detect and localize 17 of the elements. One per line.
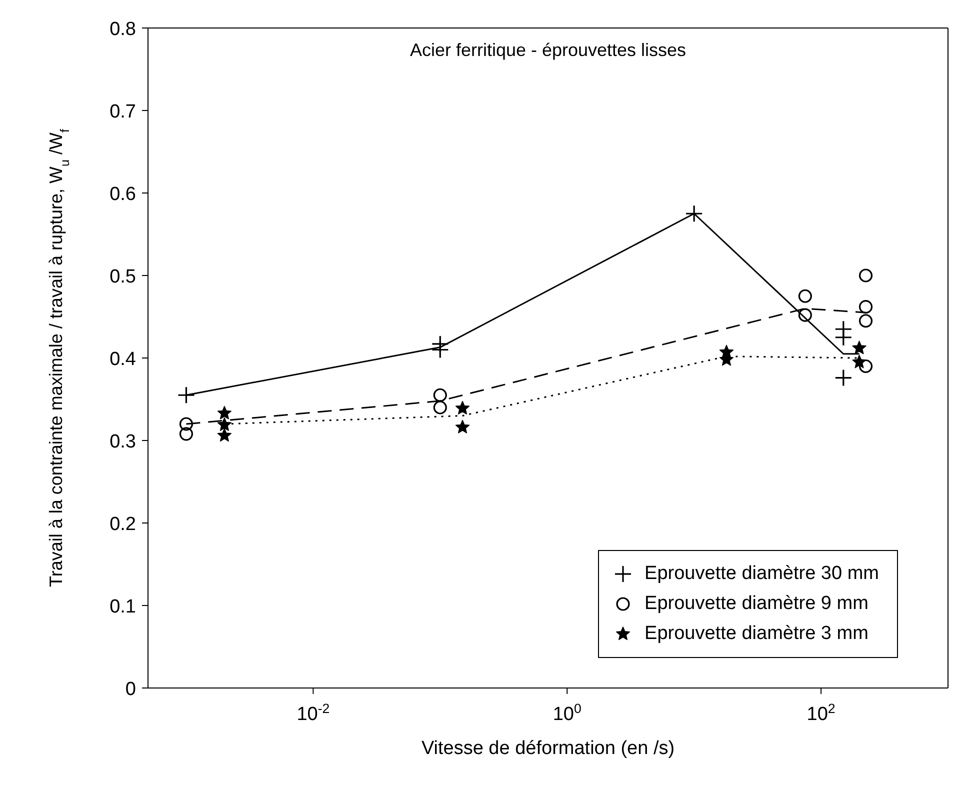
y-tick-label: 0.8 xyxy=(110,19,136,40)
y-tick-label: 0.3 xyxy=(110,432,136,452)
y-tick-label: 0.4 xyxy=(110,349,136,370)
x-axis-title: Vitesse de déformation (en /s) xyxy=(421,738,675,759)
y-tick-label: 0.6 xyxy=(110,184,136,205)
y-tick-label: 0.5 xyxy=(110,266,136,288)
text: Acier ferritique - éprouvettes lisses xyxy=(410,40,686,60)
x-tick-label: 10$^{-2}$ xyxy=(296,700,330,725)
x-tick-label: 10$^{0}$ xyxy=(552,700,582,725)
legend-label: Eprouvette diamètre 3 mm xyxy=(644,622,868,646)
y-tick-label: 0 xyxy=(125,679,136,700)
legend-label: Eprouvette diamètre 9 mm xyxy=(644,592,868,616)
y-tick-label: 0.7 xyxy=(110,102,136,122)
y-tick-label: 0.1 xyxy=(110,596,136,618)
y-tick-label: 0.2 xyxy=(110,514,136,535)
x-tick-label: 10$^{2}$ xyxy=(806,700,836,725)
legend-label: Eprouvette diamètre 30 mm xyxy=(644,562,879,586)
